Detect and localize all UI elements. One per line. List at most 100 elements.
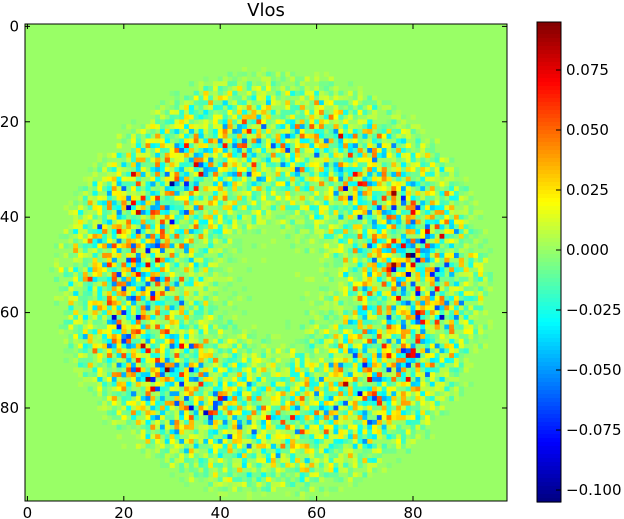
heatmap-cell xyxy=(372,267,378,273)
heatmap-cell xyxy=(155,167,161,173)
heatmap-cell xyxy=(400,214,407,220)
heatmap-cell xyxy=(453,262,460,268)
heatmap-cell xyxy=(145,348,151,354)
heatmap-cell xyxy=(309,453,315,459)
heatmap-cell xyxy=(251,329,257,335)
heatmap-cell xyxy=(376,171,383,177)
heatmap-cell xyxy=(285,100,291,106)
heatmap-cell xyxy=(367,124,373,130)
heatmap-cell xyxy=(482,276,489,282)
heatmap-cell xyxy=(453,233,460,239)
heatmap-cell xyxy=(155,424,161,430)
heatmap-cell xyxy=(159,124,166,130)
heatmap-cell xyxy=(405,305,411,311)
heatmap-cell xyxy=(68,300,74,306)
heatmap-cell xyxy=(68,267,74,273)
heatmap-cell xyxy=(352,334,358,340)
heatmap-cell xyxy=(290,210,296,216)
heatmap-cell xyxy=(372,400,378,406)
heatmap-cell xyxy=(357,276,363,282)
heatmap-cell xyxy=(121,262,127,268)
heatmap-cell xyxy=(410,357,416,364)
heatmap-cell xyxy=(396,424,402,430)
heatmap-cell xyxy=(121,205,127,211)
heatmap-cell xyxy=(82,219,89,225)
heatmap-cell xyxy=(391,219,397,225)
heatmap-cell xyxy=(208,386,214,392)
heatmap-cell xyxy=(126,205,132,211)
heatmap-cell xyxy=(275,381,281,387)
heatmap-cell xyxy=(343,400,349,406)
heatmap-cell xyxy=(357,86,363,92)
heatmap-cell xyxy=(405,219,411,225)
heatmap-cell xyxy=(92,310,98,316)
heatmap-cell xyxy=(106,348,113,354)
heatmap-cell xyxy=(241,410,248,416)
heatmap-cell xyxy=(203,233,209,239)
heatmap-cell xyxy=(203,415,209,421)
heatmap-cell xyxy=(169,219,175,225)
heatmap-cell xyxy=(198,138,204,144)
heatmap-cell xyxy=(458,348,464,354)
heatmap-cell xyxy=(434,224,440,230)
heatmap-cell xyxy=(232,105,238,111)
heatmap-cell xyxy=(87,348,93,354)
heatmap-cell xyxy=(246,491,252,497)
heatmap-cell xyxy=(155,367,161,373)
heatmap-cell xyxy=(87,214,93,220)
heatmap-cell xyxy=(212,467,219,473)
heatmap-cell xyxy=(208,109,214,115)
heatmap-cell xyxy=(391,214,397,220)
heatmap-cell xyxy=(193,252,199,259)
heatmap-cell xyxy=(78,210,84,216)
heatmap-cell xyxy=(415,152,421,158)
heatmap-cell xyxy=(212,334,219,340)
heatmap-cell xyxy=(400,357,407,364)
heatmap-cell xyxy=(323,491,330,497)
heatmap-cell xyxy=(102,295,108,302)
heatmap-cell xyxy=(482,257,489,263)
heatmap-cell xyxy=(159,353,166,359)
heatmap-cell xyxy=(237,238,243,244)
heatmap-cell xyxy=(338,167,344,173)
heatmap-cell xyxy=(352,162,358,168)
heatmap-cell xyxy=(429,267,436,273)
heatmap-cell xyxy=(429,286,436,292)
heatmap-cell xyxy=(386,272,392,278)
heatmap-cell xyxy=(468,319,474,325)
heatmap-cell xyxy=(319,367,325,373)
heatmap-cell xyxy=(400,186,407,192)
heatmap-cell xyxy=(193,386,199,392)
heatmap-cell xyxy=(391,434,397,440)
heatmap-cell xyxy=(270,109,276,115)
heatmap-cell xyxy=(140,181,146,187)
heatmap-cell xyxy=(159,357,166,364)
heatmap-cell xyxy=(164,458,170,464)
heatmap-cell xyxy=(328,248,334,254)
heatmap-cell xyxy=(169,295,175,302)
heatmap-cell xyxy=(256,105,262,111)
heatmap-cell xyxy=(174,162,180,168)
heatmap-cell xyxy=(357,229,363,235)
heatmap-cell xyxy=(275,195,281,201)
heatmap-cell xyxy=(275,481,281,488)
heatmap-cell xyxy=(357,272,363,278)
heatmap-cell xyxy=(179,291,185,297)
heatmap-cell xyxy=(135,429,142,435)
heatmap-cell xyxy=(309,205,315,211)
heatmap-cell xyxy=(396,434,402,440)
heatmap-cell xyxy=(338,229,344,235)
heatmap-cell xyxy=(159,205,166,211)
heatmap-cell xyxy=(357,472,363,478)
heatmap-cell xyxy=(304,481,310,488)
heatmap-cell xyxy=(449,295,455,302)
heatmap-cell xyxy=(256,86,262,92)
heatmap-cell xyxy=(347,424,354,430)
heatmap-cell xyxy=(198,205,204,211)
heatmap-cell xyxy=(237,124,243,130)
heatmap-cell xyxy=(400,353,407,359)
heatmap-cell xyxy=(357,109,363,115)
heatmap-cell xyxy=(184,286,190,292)
plot-frame xyxy=(24,23,508,502)
heatmap-cell xyxy=(376,133,383,139)
